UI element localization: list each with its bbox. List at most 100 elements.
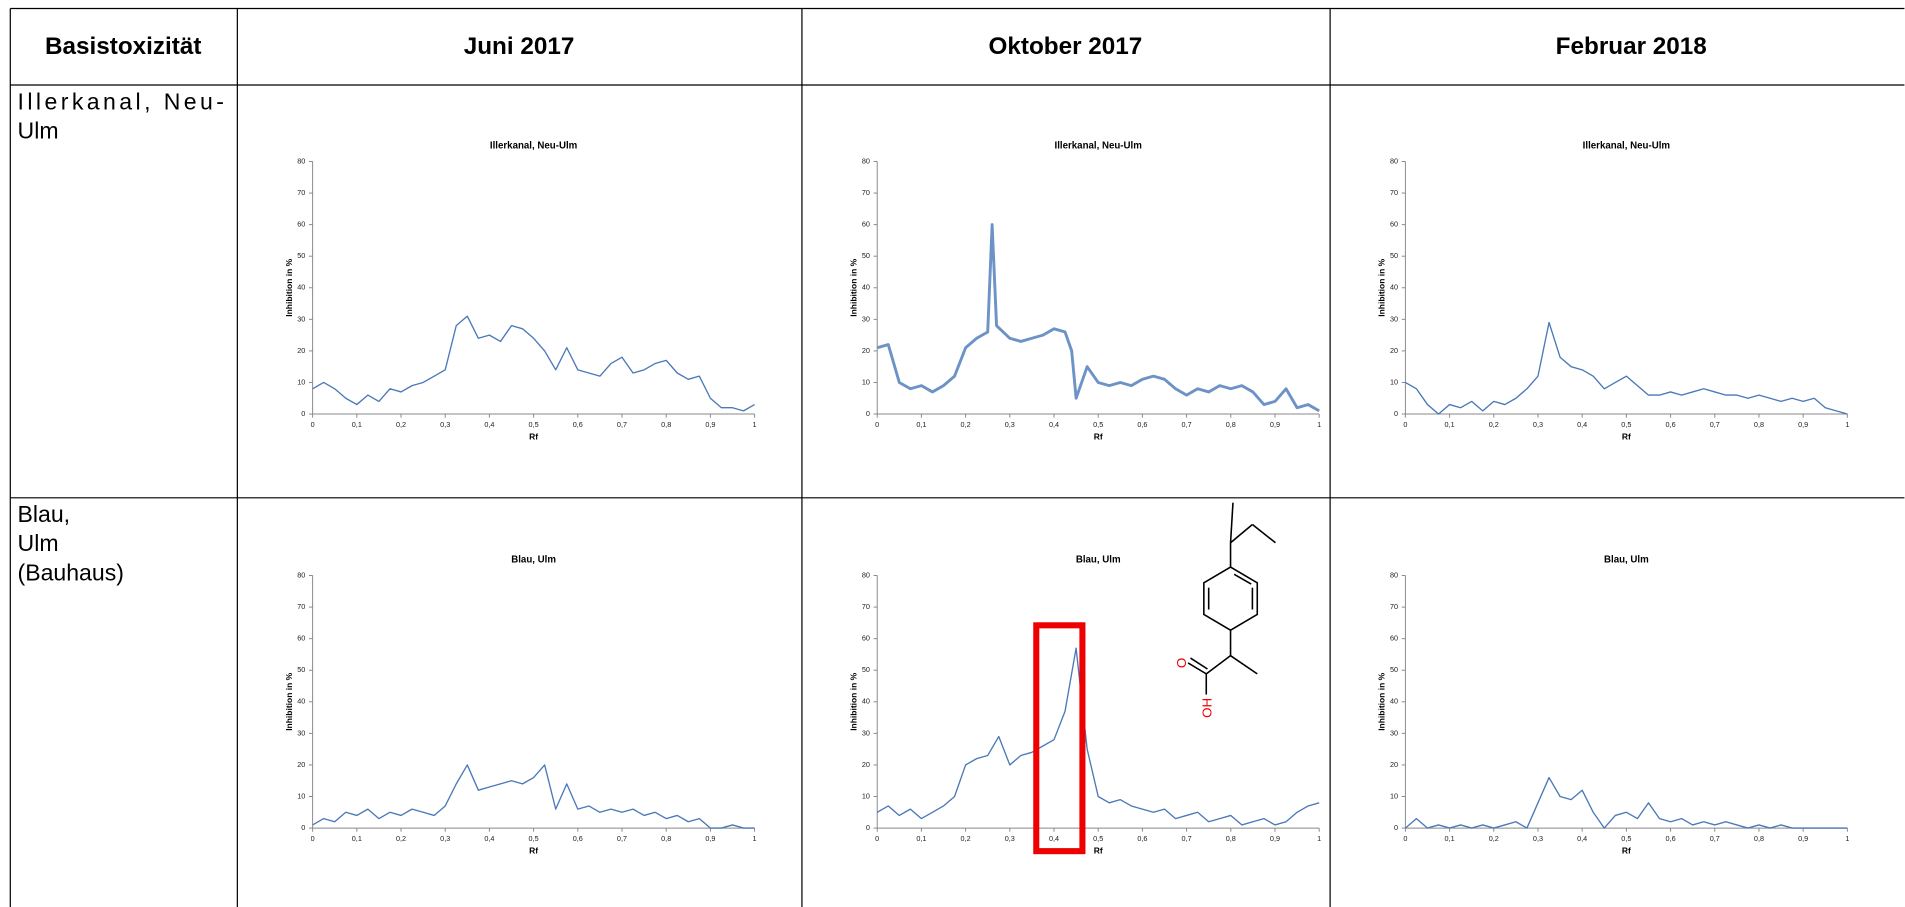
y-tick-label: 10 [1390, 377, 1398, 386]
header-cell: Basistoxizität [45, 33, 201, 60]
y-axis-label: Inhibition in % [284, 258, 294, 316]
x-tick-label: 0,5 [529, 834, 539, 843]
x-tick-label: 0,3 [1005, 834, 1015, 843]
header-cell: Juni 2017 [464, 33, 575, 60]
y-tick-label: 40 [862, 697, 870, 706]
y-tick-label: 60 [862, 220, 870, 229]
x-tick-label: 0,6 [1137, 834, 1147, 843]
y-tick-label: 70 [862, 602, 870, 611]
x-tick-label: 0,5 [1621, 420, 1631, 429]
x-tick-label: 0,3 [440, 834, 450, 843]
x-tick-label: 0,1 [916, 420, 926, 429]
y-tick-label: 0 [1394, 409, 1398, 418]
y-tick-label: 0 [301, 823, 305, 832]
y-tick-label: 50 [1390, 665, 1398, 674]
x-tick-label: 0,4 [1049, 420, 1059, 429]
highlight-box [1033, 622, 1086, 855]
x-tick-label: 0,5 [1621, 834, 1631, 843]
x-tick-label: 0,4 [1577, 834, 1587, 843]
x-tick-label: 0,5 [529, 420, 539, 429]
x-axis-label: Rf [529, 431, 538, 441]
y-tick-label: 10 [297, 377, 305, 386]
y-tick-label: 40 [1390, 283, 1398, 292]
data-line [876, 223, 1320, 413]
y-tick-label: 20 [862, 760, 870, 769]
x-tick-label: 0,6 [1666, 420, 1676, 429]
chart-title: Blau, Ulm [1604, 554, 1649, 565]
x-tick-label: 0,6 [1137, 420, 1147, 429]
x-tick-label: 0 [875, 420, 879, 429]
y-tick-label: 20 [1390, 346, 1398, 355]
x-axis-label: Rf [1622, 431, 1631, 441]
x-tick-label: 0,8 [661, 834, 671, 843]
row-label: Ulm [18, 530, 59, 556]
y-tick-label: 30 [1390, 314, 1398, 323]
x-tick-label: 0,5 [1093, 420, 1103, 429]
x-tick-label: 0,2 [1489, 834, 1499, 843]
y-tick-label: 50 [862, 251, 870, 260]
x-tick-label: 0,4 [484, 420, 494, 429]
x-tick-label: 0,9 [1270, 834, 1280, 843]
chart-title: Blau, Ulm [1076, 554, 1121, 565]
atom-label: O [1174, 658, 1189, 668]
x-tick-label: 0 [1403, 834, 1407, 843]
y-axis-label: Inhibition in % [284, 672, 294, 730]
molecule-structure [1187, 502, 1276, 695]
x-tick-label: 0,1 [916, 834, 926, 843]
x-tick-label: 0 [311, 834, 315, 843]
y-tick-label: 20 [297, 346, 305, 355]
row-label: Illerkanal, Neu- [18, 88, 224, 114]
x-tick-label: 0,7 [1710, 420, 1720, 429]
x-tick-label: 0,2 [961, 834, 971, 843]
x-tick-label: 0,6 [573, 420, 583, 429]
atom-label: HO [1200, 698, 1215, 718]
y-tick-label: 10 [297, 791, 305, 800]
x-tick-label: 0,2 [961, 420, 971, 429]
y-tick-label: 20 [297, 760, 305, 769]
x-tick-label: 1 [753, 420, 757, 429]
x-tick-label: 0 [875, 834, 879, 843]
y-tick-label: 0 [301, 409, 305, 418]
y-tick-label: 60 [297, 634, 305, 643]
y-tick-label: 70 [1390, 602, 1398, 611]
x-tick-label: 0,5 [1093, 834, 1103, 843]
table-lines [9, 7, 1905, 907]
y-tick-label: 0 [866, 823, 870, 832]
x-tick-label: 0,3 [1533, 834, 1543, 843]
y-tick-label: 60 [1390, 220, 1398, 229]
y-tick-label: 60 [862, 634, 870, 643]
x-axis-label: Rf [1094, 431, 1103, 441]
y-tick-label: 40 [1390, 697, 1398, 706]
row-label: (Bauhaus) [18, 559, 124, 585]
y-tick-label: 0 [1394, 823, 1398, 832]
x-tick-label: 0,1 [352, 420, 362, 429]
y-axis-label: Inhibition in % [1377, 672, 1387, 730]
y-tick-label: 80 [1390, 156, 1398, 165]
x-tick-label: 0,2 [396, 420, 406, 429]
y-axis-label: Inhibition in % [1377, 258, 1387, 316]
x-tick-label: 0,3 [1533, 420, 1543, 429]
data-line [876, 647, 1320, 826]
y-tick-label: 80 [862, 570, 870, 579]
x-tick-label: 0,3 [1005, 420, 1015, 429]
x-tick-label: 0,8 [1754, 420, 1764, 429]
x-tick-label: 1 [1845, 834, 1849, 843]
y-tick-label: 10 [1390, 791, 1398, 800]
y-tick-label: 10 [862, 377, 870, 386]
y-axis-label: Inhibition in % [848, 672, 858, 730]
chart-title: Illerkanal, Neu-Ulm [1055, 140, 1143, 151]
x-tick-label: 0,1 [1445, 420, 1455, 429]
data-line [1404, 776, 1848, 829]
chart-title: Illerkanal, Neu-Ulm [1583, 140, 1671, 151]
y-tick-label: 50 [862, 665, 870, 674]
y-tick-label: 50 [1390, 251, 1398, 260]
y-tick-label: 20 [1390, 760, 1398, 769]
y-tick-label: 80 [862, 156, 870, 165]
chart-title: Blau, Ulm [511, 554, 556, 565]
x-tick-label: 1 [1317, 834, 1321, 843]
row-label: Ulm [18, 117, 59, 143]
row-label: Blau, [18, 501, 71, 527]
x-tick-label: 0,9 [1270, 420, 1280, 429]
